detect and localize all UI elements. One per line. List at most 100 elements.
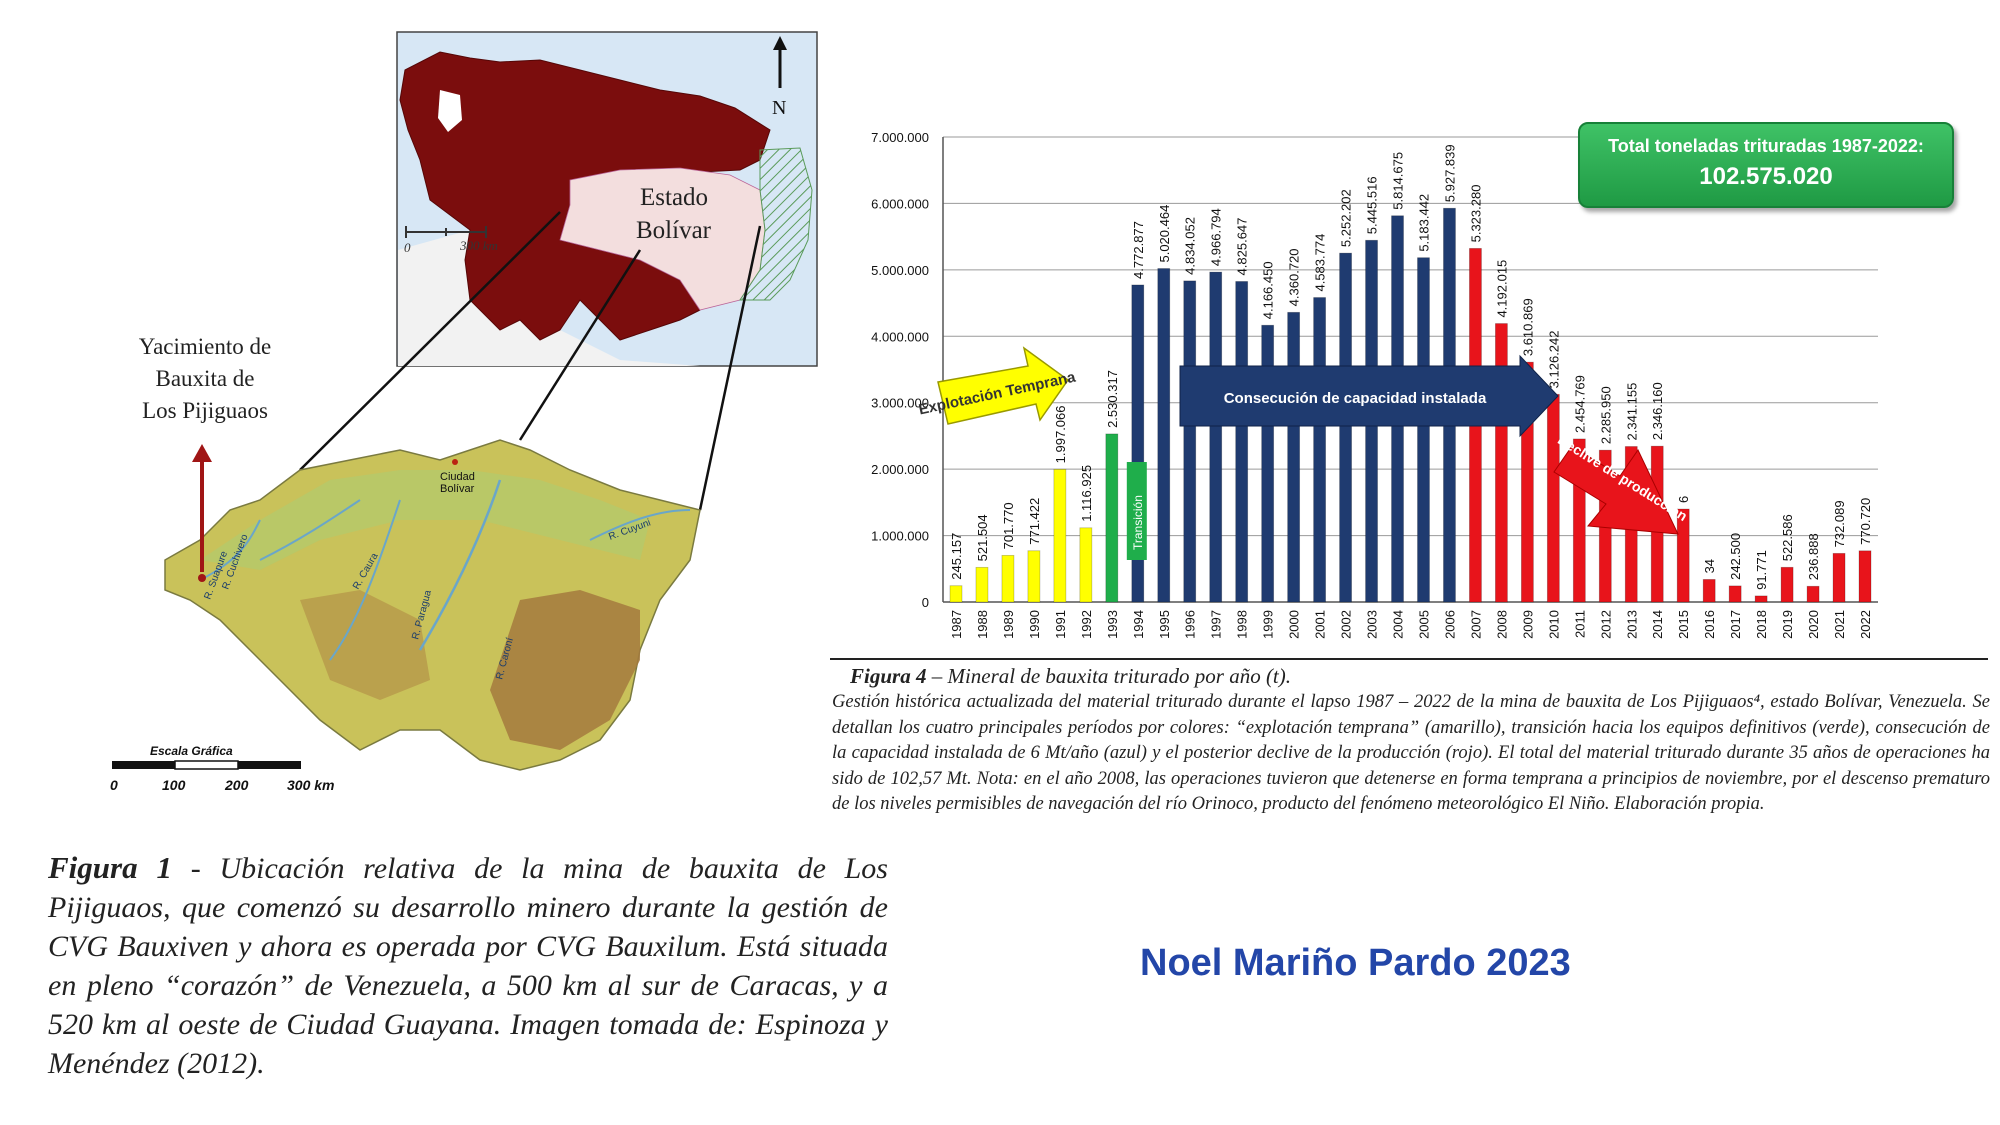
river-line <box>589 509 691 541</box>
data-label: 4.966.794 <box>1209 208 1224 266</box>
deposit-label: Los Pijiguaos <box>142 398 268 423</box>
x-tick-label: 2006 <box>1442 610 1457 639</box>
river-line <box>329 499 401 661</box>
figure4-label: Figura 4 <box>850 664 927 688</box>
bar <box>1858 550 1872 603</box>
venezuela-location-map: N 0 300 km Estado Bolívar R. Cuchivero R… <box>110 31 818 793</box>
bar <box>1676 508 1690 603</box>
x-tick-label: 2001 <box>1313 610 1328 639</box>
caption-divider <box>830 658 1988 660</box>
x-tick-label: 2022 <box>1858 610 1873 639</box>
bar <box>1027 550 1041 603</box>
figure1-label: Figura 1 <box>48 850 173 885</box>
capacity-label: Consecución de capacidad instalada <box>1224 390 1487 407</box>
x-tick-label: 2018 <box>1754 610 1769 639</box>
data-label: 5.183.442 <box>1416 194 1431 252</box>
estado-label: Estado <box>640 184 708 211</box>
bar <box>1235 281 1249 603</box>
data-label: 2.285.950 <box>1598 386 1613 444</box>
data-label: 2.341.155 <box>1624 383 1639 441</box>
deposit-arrow-head <box>192 444 212 462</box>
figure4-heading: Figura 4 – Mineral de bauxita triturado … <box>850 664 1291 689</box>
bauxite-chart: 0 1.000.000 2.000.000 3.000.000 4.000.000 5.0… <box>820 110 2000 670</box>
x-tick-label: 2003 <box>1365 610 1380 639</box>
data-label: 770.720 <box>1858 498 1873 545</box>
bar <box>1157 268 1171 603</box>
x-tick-label: 2004 <box>1391 610 1406 639</box>
x-tick-label: 1992 <box>1079 610 1094 639</box>
x-tick-label: 2011 <box>1572 610 1587 638</box>
figure4-title: – Mineral de bauxita triturado por año (… <box>926 664 1292 688</box>
connector-line <box>518 249 642 441</box>
x-tick-label: 1999 <box>1261 610 1276 639</box>
x-tick-label: 2013 <box>1624 610 1639 639</box>
bar <box>1754 595 1768 603</box>
total-title: Total toneladas trituradas 1987-2022: <box>1608 136 1924 156</box>
data-label: 236.888 <box>1806 533 1821 580</box>
data-label: 732.089 <box>1832 500 1847 547</box>
inset-essequibo-hatched <box>739 147 813 301</box>
data-label: 4.772.877 <box>1131 221 1146 279</box>
city-label: Ciudad <box>440 471 475 483</box>
x-tick-label: 1994 <box>1131 610 1146 639</box>
early-arrow <box>937 346 1070 425</box>
x-tick-label: 1988 <box>975 610 990 639</box>
x-tick-label: 2016 <box>1702 610 1717 639</box>
city-label: Bolívar <box>440 483 475 495</box>
x-tick-label: 1996 <box>1183 610 1198 639</box>
river-line <box>418 479 502 651</box>
x-tick-label: 2014 <box>1650 610 1665 639</box>
bar <box>1001 554 1015 603</box>
bar <box>1495 323 1508 603</box>
data-label: 4.192.015 <box>1494 260 1509 318</box>
scale-tick: 200 <box>224 777 249 793</box>
bar <box>1780 566 1794 603</box>
bar <box>1287 311 1301 603</box>
data-label: 5.927.839 <box>1442 144 1457 202</box>
figure4-caption: Gestión histórica actualizada del materi… <box>832 692 1990 814</box>
x-tick-label: 2020 <box>1806 610 1821 639</box>
scale-bar-segment <box>238 761 301 769</box>
total-tonnage-box: Total toneladas trituradas 1987-2022: 10… <box>1578 122 1954 208</box>
data-label: 5.445.516 <box>1365 176 1380 234</box>
figure1-caption: - Ubicación relativa de la mina de bauxi… <box>48 852 888 1080</box>
data-label: 2.530.317 <box>1105 370 1120 428</box>
relief-highlands <box>300 590 430 700</box>
data-label: 2.346.160 <box>1650 382 1665 440</box>
data-label: 1.116.925 <box>1079 465 1094 522</box>
bar <box>1546 393 1560 603</box>
y-tick-label: 2.000.000 <box>871 462 929 477</box>
data-label: 4.166.450 <box>1261 261 1276 319</box>
bar <box>1053 468 1067 603</box>
scale-tick: 100 <box>162 777 186 793</box>
data-label: 245.157 <box>949 533 964 580</box>
x-tick-label: 2000 <box>1287 610 1302 639</box>
north-arrow-head <box>773 36 787 50</box>
data-label: 521.504 <box>975 514 990 561</box>
scale-tick: 300 km <box>287 777 334 793</box>
y-tick-label: 0 <box>922 595 929 610</box>
x-tick-label: 1998 <box>1235 610 1250 639</box>
data-label: 4.360.720 <box>1287 248 1302 306</box>
scale-tick: 0 <box>110 777 118 793</box>
x-tick-label: 1987 <box>949 610 964 639</box>
data-label: 1.997.066 <box>1053 405 1068 463</box>
scale-bar-segment <box>112 761 175 769</box>
x-tick-label: 2015 <box>1676 610 1691 639</box>
bar <box>1105 433 1119 603</box>
bauxite-bar-chart: 0 1.000.000 2.000.000 3.000.000 4.000.000 5.0… <box>871 130 1878 639</box>
y-tick-label: 6.000.000 <box>871 196 929 211</box>
x-tick-label: 2010 <box>1546 610 1561 639</box>
deposit-label: Yacimiento de <box>139 334 271 359</box>
y-tick-label: 1.000.000 <box>871 529 929 544</box>
ciudad-bolivar-marker <box>452 459 458 465</box>
x-tick-label: 2009 <box>1520 610 1535 639</box>
connector-line <box>299 211 561 471</box>
bar <box>1079 527 1093 603</box>
x-tick-label: 2002 <box>1339 610 1354 639</box>
bar <box>1183 280 1197 603</box>
data-label: 5.323.280 <box>1468 185 1483 243</box>
data-label: 522.586 <box>1780 514 1795 561</box>
bar <box>1417 257 1430 603</box>
y-tick-label: 3.000.000 <box>871 396 929 411</box>
